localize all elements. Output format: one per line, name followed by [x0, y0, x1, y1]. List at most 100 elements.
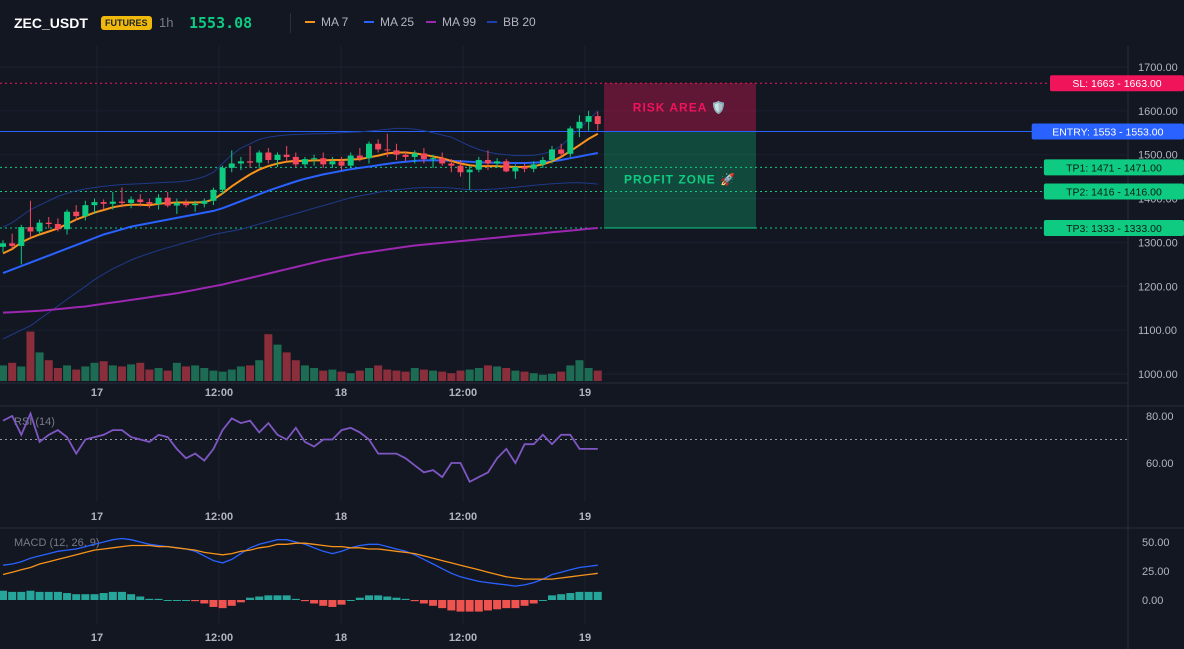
volume-bar [172, 362, 181, 381]
macd-histogram-bar [172, 600, 181, 601]
macd-histogram-bar [182, 600, 190, 601]
symbol-label[interactable]: ZEC_USDT [14, 15, 88, 31]
candle-body [448, 163, 455, 166]
level-tag-label: TP1: 1471 - 1471.00 [1066, 162, 1162, 174]
macd-histogram-bar [209, 600, 218, 607]
volume-bar [401, 371, 410, 381]
candle-body [466, 169, 473, 173]
level-tag [1043, 219, 1184, 236]
candle-body [549, 149, 555, 160]
macd-histogram-bar [566, 593, 575, 600]
macd-histogram-bar [236, 600, 245, 603]
volume-bar [81, 366, 90, 381]
macd-histogram-bar [200, 600, 209, 604]
macd-histogram-bar [383, 596, 392, 600]
candle-body [402, 154, 409, 157]
macd-histogram-bar [246, 597, 255, 600]
price-tick-label: 1100.00 [1138, 325, 1177, 337]
macd-histogram-bar [227, 600, 236, 606]
legend-label: MA 99 [442, 15, 477, 29]
macd-histogram-bar [337, 600, 346, 605]
volume-bar [511, 370, 520, 381]
candle-body [0, 243, 6, 247]
candle-body [393, 150, 400, 155]
macd-histogram-bar [429, 600, 438, 606]
volume-bar [538, 374, 547, 381]
volume-bar [300, 365, 309, 381]
macd-histogram-bar [392, 597, 401, 600]
macd-histogram-bar [291, 598, 300, 600]
candle-body [457, 165, 464, 173]
macd-histogram-bar [447, 600, 456, 611]
candle-body [219, 167, 226, 190]
volume-bar [255, 360, 264, 381]
volume-bar [63, 365, 72, 381]
macd-histogram-bar [17, 591, 26, 600]
legend-ma99[interactable]: MA 99 [426, 15, 476, 29]
profit-zone-label: PROFIT ZONE 🚀 [624, 173, 736, 187]
macd-histogram-bar [529, 600, 538, 604]
macd-histogram-bar [300, 600, 309, 602]
rsi-tick-label: 60.00 [1146, 458, 1174, 470]
bb-swatch [487, 21, 497, 23]
ma99-swatch [426, 21, 436, 23]
legend-bb20[interactable]: BB 20 [487, 15, 536, 29]
volume-bar [456, 370, 465, 381]
legend-label: MA 25 [380, 15, 415, 29]
macd-histogram-bar [520, 600, 529, 606]
volume-bar [502, 368, 511, 381]
candle-body [73, 211, 80, 217]
candle-body [366, 143, 372, 159]
candle-body [27, 227, 34, 232]
volume-bar [227, 369, 236, 381]
legend-label: MA 7 [321, 15, 349, 29]
macd-histogram-bar [593, 591, 602, 600]
macd-histogram-bar [44, 591, 53, 600]
candle-body [82, 205, 89, 217]
macd-histogram-bar [328, 600, 337, 607]
volume-bar [346, 373, 355, 381]
candle-body [347, 155, 354, 166]
candle-body [9, 243, 16, 246]
candle-body [265, 152, 272, 160]
candle-body [411, 153, 418, 157]
volume-bar [355, 370, 364, 381]
volume-bar [53, 368, 62, 381]
level-tag-label: SL: 1663 - 1663.00 [1072, 78, 1161, 90]
macd-histogram-bar [483, 600, 492, 611]
macd-histogram-bar [63, 593, 72, 600]
risk-area-label: RISK AREA 🛡️ [633, 100, 727, 114]
time-axis-label: 12:00 [205, 511, 233, 523]
candle-body [539, 159, 546, 165]
volume-bar [282, 352, 291, 381]
volume-bar [8, 362, 17, 381]
candle-body [201, 200, 208, 204]
macd-histogram-bar [548, 595, 556, 600]
volume-bar [108, 365, 117, 381]
volume-bar [429, 370, 438, 381]
legend-ma7[interactable]: MA 7 [305, 15, 348, 29]
volume-bar [90, 362, 99, 381]
macd-histogram-bar [273, 595, 282, 600]
volume-bar [163, 370, 172, 381]
volume-bar [529, 373, 538, 381]
volume-bar [520, 371, 529, 381]
macd-histogram-bar [26, 590, 35, 600]
level-tag [1043, 159, 1184, 176]
candle-body [91, 202, 98, 206]
timeframe-label[interactable]: 1h [159, 15, 174, 30]
candle-body [375, 143, 382, 150]
macd-histogram-bar [136, 596, 145, 600]
volume-bar [584, 368, 593, 381]
macd-histogram-bar [511, 600, 520, 609]
level-tag-label: TP2: 1416 - 1416.00 [1066, 187, 1162, 199]
candle-body [576, 121, 583, 129]
candle-body [292, 156, 299, 165]
macd-histogram-bar [154, 598, 163, 600]
candle-body [439, 158, 446, 164]
macd-histogram-bar [99, 593, 108, 600]
volume-bar [127, 364, 136, 381]
macd-title: MACD (12, 26, 9) [14, 537, 100, 549]
legend-ma25[interactable]: MA 25 [364, 15, 414, 29]
